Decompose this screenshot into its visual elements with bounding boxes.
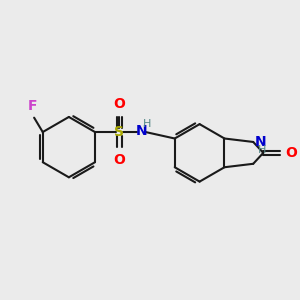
Text: O: O [113,153,125,167]
Text: F: F [28,98,38,112]
Text: O: O [113,98,125,111]
Text: O: O [285,146,297,160]
Text: H: H [143,119,151,129]
Text: H: H [258,145,267,155]
Text: N: N [136,124,148,138]
Text: S: S [114,125,124,139]
Text: N: N [255,135,266,149]
